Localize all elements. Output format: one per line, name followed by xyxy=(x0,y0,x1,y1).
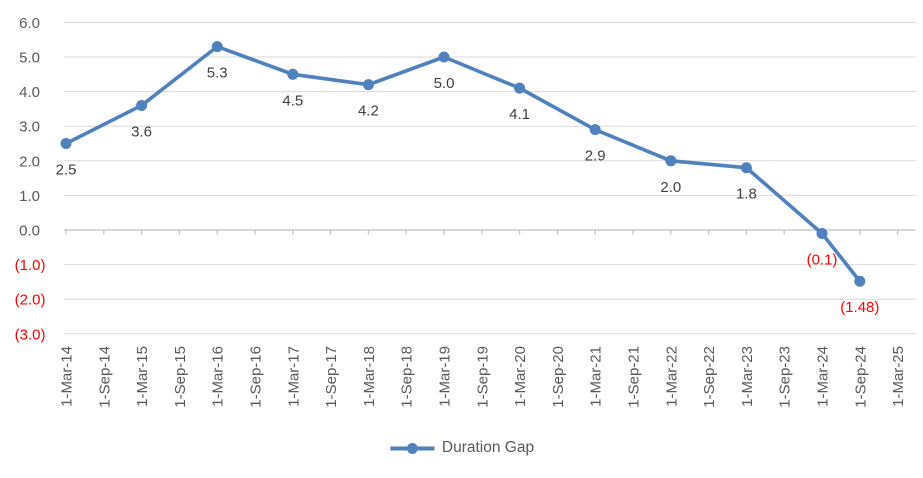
data-point-marker xyxy=(854,275,866,287)
legend-label: Duration Gap xyxy=(441,439,535,456)
x-axis-tick-label: 1-Sep-18 xyxy=(399,346,416,408)
data-point-label: 5.0 xyxy=(434,75,455,92)
data-point-marker xyxy=(362,79,374,91)
data-point-marker xyxy=(589,124,601,136)
y-axis-tick-label: (3.0) xyxy=(15,326,46,343)
x-axis-tick-label: 1-Sep-23 xyxy=(777,346,794,408)
x-axis-tick-label: 1-Mar-15 xyxy=(134,346,151,407)
data-point-marker xyxy=(740,162,752,174)
x-axis-tick-label: 1-Mar-23 xyxy=(739,346,756,407)
data-point-label: 1.8 xyxy=(736,186,757,203)
y-axis-tick-label: (2.0) xyxy=(15,292,46,309)
y-axis-tick-label: 3.0 xyxy=(19,119,40,136)
x-axis-tick-label: 1-Sep-17 xyxy=(323,346,340,408)
x-axis-tick-label: 1-Mar-21 xyxy=(588,346,605,407)
x-axis-tick-label: 1-Sep-15 xyxy=(172,346,189,408)
x-axis-tick-label: 1-Mar-20 xyxy=(512,346,529,407)
x-axis-tick-label: 1-Mar-24 xyxy=(815,346,832,407)
x-axis-tick-label: 1-Sep-16 xyxy=(248,346,265,408)
x-axis-tick-label: 1-Mar-17 xyxy=(285,346,302,407)
data-point-marker xyxy=(60,138,72,149)
data-point-marker xyxy=(287,68,299,80)
y-axis-tick-label: 6.0 xyxy=(19,15,40,32)
data-point-marker xyxy=(211,41,223,53)
x-axis-tick-label: 1-Mar-22 xyxy=(663,346,680,407)
data-point-label: (1.48) xyxy=(840,299,879,316)
data-point-label: 4.1 xyxy=(509,106,530,123)
y-axis-tick-label: 1.0 xyxy=(19,188,40,205)
data-point-marker xyxy=(136,99,148,111)
data-point-label: (0.1) xyxy=(807,251,838,268)
chart-legend[interactable]: Duration Gap xyxy=(389,439,534,457)
x-axis-tick-label: 1-Sep-19 xyxy=(474,346,491,408)
data-point-marker xyxy=(816,227,828,239)
data-point-marker xyxy=(514,82,526,94)
y-axis-tick-label: (1.0) xyxy=(15,257,46,274)
x-axis-tick-label: 1-Sep-20 xyxy=(550,346,567,408)
data-point-label: 2.5 xyxy=(56,162,77,179)
data-point-label: 4.2 xyxy=(358,103,379,120)
data-point-marker xyxy=(665,155,677,167)
data-point-label: 4.5 xyxy=(282,92,303,109)
x-axis-tick-label: 1-Mar-18 xyxy=(361,346,378,407)
x-axis-tick-label: 1-Mar-16 xyxy=(210,346,227,407)
y-axis-tick-label: 4.0 xyxy=(19,84,40,101)
legend-dot xyxy=(406,442,418,454)
x-axis-tick-label: 1-Sep-21 xyxy=(626,346,643,408)
data-point-label: 3.6 xyxy=(131,123,152,140)
x-axis-tick-label: 1-Mar-14 xyxy=(59,346,76,407)
duration-gap-line xyxy=(64,44,862,284)
x-axis-tick-label: 1-Sep-24 xyxy=(852,346,869,408)
data-point-label: 2.9 xyxy=(585,148,606,165)
data-point-marker xyxy=(438,51,450,63)
y-axis-tick-label: 2.0 xyxy=(19,153,40,170)
legend-line-marker-icon xyxy=(389,442,434,454)
duration-gap-chart[interactable]: 6.0 5.0 4.0 3.0 2.0 1.0 0.0 (1.0) (2.0) (3.0) 1-Ma… xyxy=(0,0,923,430)
y-axis-tick-label: 5.0 xyxy=(19,50,40,67)
y-axis-tick-label: 0.0 xyxy=(19,223,40,240)
data-point-label: 2.0 xyxy=(660,179,681,196)
x-axis-tick-label: 1-Sep-14 xyxy=(96,346,113,408)
data-point-label: 5.3 xyxy=(207,65,228,82)
x-axis-tick-label: 1-Mar-25 xyxy=(890,346,907,407)
x-axis-tick-label: 1-Sep-22 xyxy=(701,346,718,408)
x-axis-tick-label: 1-Mar-19 xyxy=(437,346,454,407)
